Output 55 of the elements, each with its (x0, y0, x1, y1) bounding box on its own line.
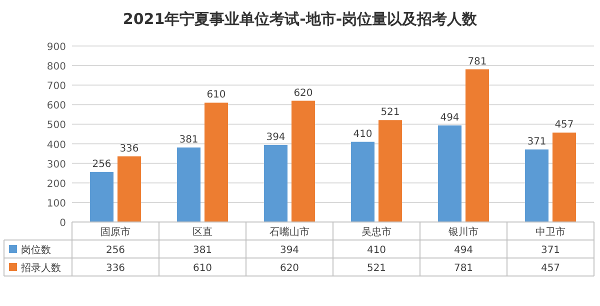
chart-title: 2021年宁夏事业单位考试-地市-岗位量以及招考人数 (122, 10, 478, 28)
y-tick-label: 200 (46, 178, 66, 190)
y-tick-label: 300 (46, 159, 66, 170)
x-tick-label: 区直 (192, 226, 212, 238)
annotation: 494 (440, 112, 460, 124)
y-tick-label: 800 (46, 62, 66, 73)
annotation: 457 (554, 120, 574, 131)
annotation: 394 (266, 132, 286, 143)
annotation: 381 (179, 134, 198, 146)
data-label: 371 (540, 245, 560, 256)
data-label: 521 (366, 263, 386, 274)
annotation: 781 (468, 56, 487, 68)
data-label: 410 (366, 245, 386, 256)
annotation: 610 (206, 90, 226, 101)
data-label: 457 (540, 263, 560, 274)
x-tick-label: 中卫市 (536, 226, 566, 238)
data-label: 620 (280, 263, 300, 274)
legend-label: 岗位数 (21, 244, 51, 256)
annotation: 256 (92, 158, 112, 170)
bar (90, 172, 114, 222)
bar (525, 149, 548, 222)
y-tick-label: 100 (46, 198, 66, 210)
bar (118, 156, 141, 222)
y-tick-label: 0 (60, 218, 66, 229)
y-tick-label: 900 (46, 42, 66, 53)
annotation: 410 (353, 128, 372, 140)
data-label: 610 (192, 263, 212, 274)
annotation: 620 (294, 88, 313, 99)
bar (292, 100, 315, 222)
y-tick-label: 500 (46, 120, 66, 132)
data-label: 336 (106, 263, 126, 274)
x-tick-label: 吴忠市 (362, 226, 392, 238)
bar (378, 120, 402, 222)
bar (466, 69, 489, 222)
bar (438, 125, 462, 222)
x-tick-label: 银川市 (448, 226, 478, 238)
data-label: 394 (280, 245, 300, 256)
x-tick-label: 石嘴山市 (270, 226, 310, 238)
y-tick-label: 600 (46, 100, 66, 112)
data-label: 781 (454, 263, 474, 274)
annotation: 371 (527, 136, 546, 148)
y-tick-label: 400 (46, 140, 66, 151)
x-tick-label: 固原市 (100, 226, 130, 238)
bar (351, 142, 374, 222)
data-label: 256 (106, 245, 126, 256)
bar (552, 132, 576, 222)
data-label: 381 (192, 245, 212, 256)
annotation: 521 (380, 107, 400, 118)
annotation: 336 (120, 143, 139, 154)
y-tick-label: 700 (46, 81, 66, 92)
data-label: 494 (454, 245, 474, 256)
bar (264, 144, 288, 222)
legend-label: 招录人数 (20, 262, 61, 274)
bar (177, 147, 200, 222)
bar (204, 102, 228, 222)
